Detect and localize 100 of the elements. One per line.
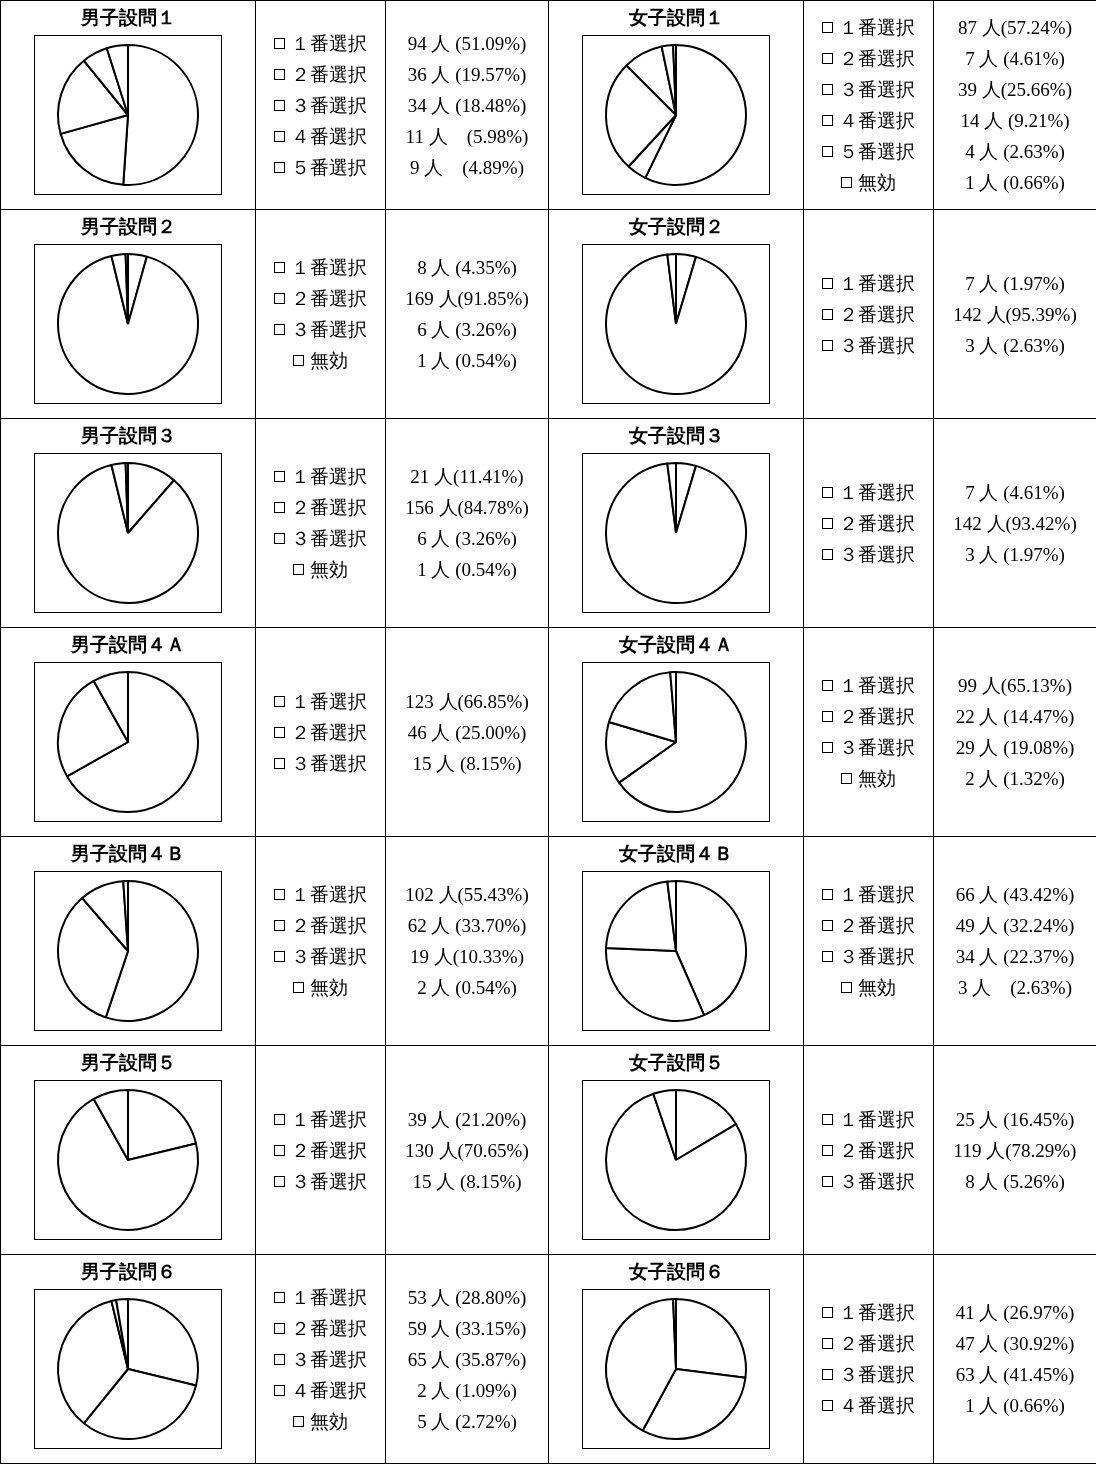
data-label: 19 人(10.33%) <box>409 945 525 969</box>
data-label: 29 人 (19.08%) <box>954 736 1076 760</box>
legend-label: ３番選択 <box>291 93 367 118</box>
legend-label: １番選択 <box>291 31 367 56</box>
data-label: 6 人 (3.26%) <box>416 318 518 342</box>
data-label: 8 人 (5.26%) <box>964 1169 1066 1194</box>
legend-label: １番選択 <box>291 465 367 489</box>
legend-label: ３番選択 <box>291 1347 367 1372</box>
data-label: 3 人 (2.63%) <box>957 976 1073 1000</box>
data-label: 2 人 (1.09%) <box>416 1378 518 1403</box>
chart-title: 女子設問３ <box>628 424 724 448</box>
legend-label: １番選択 <box>291 1285 367 1310</box>
data-label: 156 人(84.78%) <box>404 496 530 520</box>
data-label: 169 人(91.85%) <box>404 287 530 311</box>
legend-label: ３番選択 <box>291 945 367 969</box>
data-label: 130 人(70.65%) <box>404 1138 530 1163</box>
data-label: 94 人 (51.09%) <box>406 31 528 56</box>
legend-label: １番選択 <box>839 1107 915 1132</box>
data-label: 11 人 (5.98%) <box>404 124 530 149</box>
chart-title: 女子設問４Ａ <box>619 633 733 657</box>
data-label: 49 人 (32.24%) <box>954 914 1076 938</box>
data-label: 123 人(66.85%) <box>404 689 530 714</box>
legend-label: ２番選択 <box>291 496 367 520</box>
chart-title: 男子設問４Ｂ <box>71 842 185 866</box>
data-label: 3 人 (2.63%) <box>964 333 1066 358</box>
chart-title: 男子設問３ <box>80 424 176 448</box>
legend-label: １番選択 <box>291 689 367 714</box>
legend-label: ３番選択 <box>291 751 367 776</box>
data-label: 7 人 (4.61%) <box>964 47 1066 71</box>
data-label: 25 人 (16.45%) <box>954 1107 1076 1132</box>
legend-label: ３番選択 <box>291 527 367 551</box>
legend-label: ２番選択 <box>291 720 367 745</box>
legend-label: 無効 <box>310 976 348 1000</box>
legend-label: ２番選択 <box>839 705 915 729</box>
legend-label: １番選択 <box>839 16 915 40</box>
data-label: 39 人 (21.20%) <box>406 1107 528 1132</box>
legend-label: ３番選択 <box>839 333 915 358</box>
chart-title: 男子設問６ <box>80 1260 176 1284</box>
legend-label: ２番選択 <box>291 1138 367 1163</box>
legend-label: ２番選択 <box>839 302 915 327</box>
legend-label: ２番選択 <box>839 1332 915 1356</box>
legend-label: ３番選択 <box>839 542 915 567</box>
chart-title: 女子設問１ <box>628 6 724 30</box>
chart-title: 女子設問６ <box>628 1260 724 1284</box>
data-label: 34 人 (22.37%) <box>954 945 1076 969</box>
data-label: 142 人(93.42%) <box>952 511 1078 536</box>
data-label: 36 人 (19.57%) <box>406 62 528 87</box>
legend-label: ４番選択 <box>291 124 367 149</box>
legend-label: ２番選択 <box>291 62 367 87</box>
legend-label: ３番選択 <box>839 736 915 760</box>
legend-label: 無効 <box>858 171 896 195</box>
data-label: 87 人(57.24%) <box>957 16 1073 40</box>
legend-label: 無効 <box>858 976 896 1000</box>
data-label: 15 人 (8.15%) <box>411 751 523 776</box>
data-label: 1 人 (0.54%) <box>416 558 518 582</box>
data-label: 15 人 (8.15%) <box>411 1169 523 1194</box>
data-label: 119 人(78.29%) <box>952 1138 1078 1163</box>
data-label: 1 人 (0.66%) <box>964 1394 1066 1418</box>
data-label: 34 人 (18.48%) <box>406 93 528 118</box>
data-label: 65 人 (35.87%) <box>406 1347 528 1372</box>
data-label: 21 人(11.41%) <box>409 465 525 489</box>
legend-label: ５番選択 <box>291 155 367 180</box>
legend-label: ３番選択 <box>291 318 367 342</box>
data-label: 6 人 (3.26%) <box>416 527 518 551</box>
data-label: 46 人 (25.00%) <box>406 720 528 745</box>
legend-label: ２番選択 <box>291 287 367 311</box>
data-label: 3 人 (1.97%) <box>964 542 1066 567</box>
legend-label: ４番選択 <box>839 1394 915 1418</box>
legend-label: ３番選択 <box>839 1169 915 1194</box>
legend-label: ２番選択 <box>839 914 915 938</box>
legend-label: ２番選択 <box>839 1138 915 1163</box>
chart-title: 女子設問２ <box>628 215 724 239</box>
data-label: 7 人 (1.97%) <box>964 271 1066 296</box>
data-label: 41 人 (26.97%) <box>954 1301 1076 1325</box>
data-label: 66 人 (43.42%) <box>954 883 1076 907</box>
data-label: 2 人 (0.54%) <box>416 976 518 1000</box>
data-label: 99 人(65.13%) <box>957 674 1073 698</box>
legend-label: １番選択 <box>839 883 915 907</box>
legend-label: １番選択 <box>839 271 915 296</box>
legend-label: ２番選択 <box>839 511 915 536</box>
legend-label: １番選択 <box>291 883 367 907</box>
legend-label: ２番選択 <box>839 47 915 71</box>
data-label: 5 人 (2.72%) <box>416 1409 518 1434</box>
data-label: 39 人(25.66%) <box>957 78 1073 102</box>
data-label: 22 人 (14.47%) <box>954 705 1076 729</box>
chart-title: 男子設問４Ａ <box>71 633 185 657</box>
data-label: 8 人 (4.35%) <box>416 256 518 280</box>
data-label: 1 人 (0.54%) <box>416 349 518 373</box>
legend-label: ４番選択 <box>839 109 915 133</box>
chart-title: 男子設問２ <box>80 215 176 239</box>
legend-label: 無効 <box>858 767 896 791</box>
data-label: 53 人 (28.80%) <box>406 1285 528 1310</box>
legend-label: 無効 <box>310 1409 348 1434</box>
legend-label: １番選択 <box>839 1301 915 1325</box>
legend-label: １番選択 <box>291 1107 367 1132</box>
legend-label: ３番選択 <box>839 945 915 969</box>
chart-title: 男子設問５ <box>80 1051 176 1075</box>
legend-label: １番選択 <box>839 480 915 505</box>
legend-label: 無効 <box>310 558 348 582</box>
data-label: 1 人 (0.66%) <box>964 171 1066 195</box>
